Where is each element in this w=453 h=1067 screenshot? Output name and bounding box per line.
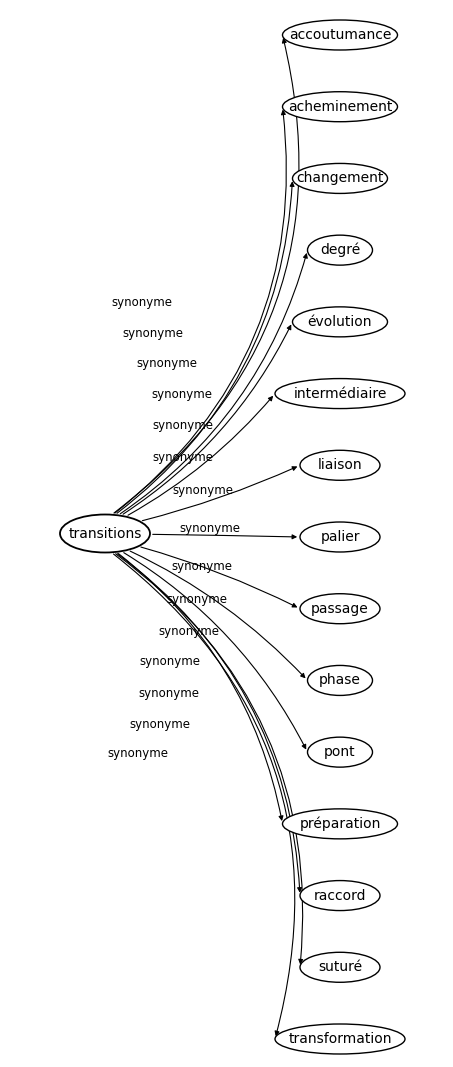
Ellipse shape — [300, 880, 380, 910]
Text: synonyme: synonyme — [151, 387, 212, 401]
Ellipse shape — [308, 235, 372, 265]
Text: synonyme: synonyme — [152, 451, 213, 464]
Text: synonyme: synonyme — [179, 523, 241, 536]
FancyArrowPatch shape — [117, 554, 302, 892]
Text: pont: pont — [324, 745, 356, 759]
Text: palier: palier — [320, 530, 360, 544]
FancyArrowPatch shape — [142, 466, 296, 521]
Ellipse shape — [300, 952, 380, 983]
Text: synonyme: synonyme — [136, 357, 198, 370]
FancyArrowPatch shape — [120, 254, 307, 513]
FancyArrowPatch shape — [114, 554, 295, 1035]
Ellipse shape — [300, 522, 380, 552]
Ellipse shape — [293, 163, 387, 193]
Text: suturé: suturé — [318, 960, 362, 974]
Text: synonyme: synonyme — [129, 718, 190, 731]
Ellipse shape — [283, 809, 397, 839]
Text: transformation: transformation — [288, 1032, 392, 1046]
Text: synonyme: synonyme — [123, 328, 184, 340]
Text: transitions: transitions — [68, 526, 142, 541]
FancyArrowPatch shape — [123, 325, 291, 514]
FancyArrowPatch shape — [118, 554, 283, 819]
Text: accoutumance: accoutumance — [289, 28, 391, 42]
Text: synonyme: synonyme — [107, 747, 169, 760]
Text: raccord: raccord — [314, 889, 366, 903]
FancyArrowPatch shape — [141, 547, 296, 607]
Ellipse shape — [283, 92, 397, 122]
Text: synonyme: synonyme — [159, 625, 219, 638]
FancyArrowPatch shape — [116, 554, 303, 964]
Ellipse shape — [275, 379, 405, 409]
Text: préparation: préparation — [299, 816, 381, 831]
Ellipse shape — [308, 666, 372, 696]
Text: passage: passage — [311, 602, 369, 616]
FancyArrowPatch shape — [130, 551, 305, 678]
Text: synonyme: synonyme — [172, 560, 233, 573]
FancyArrowPatch shape — [115, 111, 286, 513]
Text: changement: changement — [296, 172, 384, 186]
Text: liaison: liaison — [318, 459, 362, 473]
Ellipse shape — [293, 307, 387, 337]
Text: acheminement: acheminement — [288, 99, 392, 114]
FancyArrowPatch shape — [153, 535, 296, 539]
FancyArrowPatch shape — [128, 397, 272, 515]
Ellipse shape — [300, 450, 380, 480]
FancyArrowPatch shape — [124, 553, 306, 749]
Text: synonyme: synonyme — [153, 419, 213, 432]
Text: synonyme: synonyme — [140, 655, 201, 668]
Text: synonyme: synonyme — [139, 687, 200, 700]
Text: synonyme: synonyme — [166, 593, 227, 606]
FancyArrowPatch shape — [114, 38, 299, 513]
Text: synonyme: synonyme — [173, 484, 234, 497]
Text: synonyme: synonyme — [112, 297, 173, 309]
Ellipse shape — [283, 20, 397, 50]
Ellipse shape — [60, 514, 150, 553]
Text: degré: degré — [320, 243, 360, 257]
Ellipse shape — [308, 737, 372, 767]
Text: phase: phase — [319, 673, 361, 687]
Ellipse shape — [300, 593, 380, 624]
Ellipse shape — [275, 1024, 405, 1054]
FancyArrowPatch shape — [117, 182, 294, 513]
Text: évolution: évolution — [308, 315, 372, 329]
Text: intermédiaire: intermédiaire — [293, 386, 387, 400]
